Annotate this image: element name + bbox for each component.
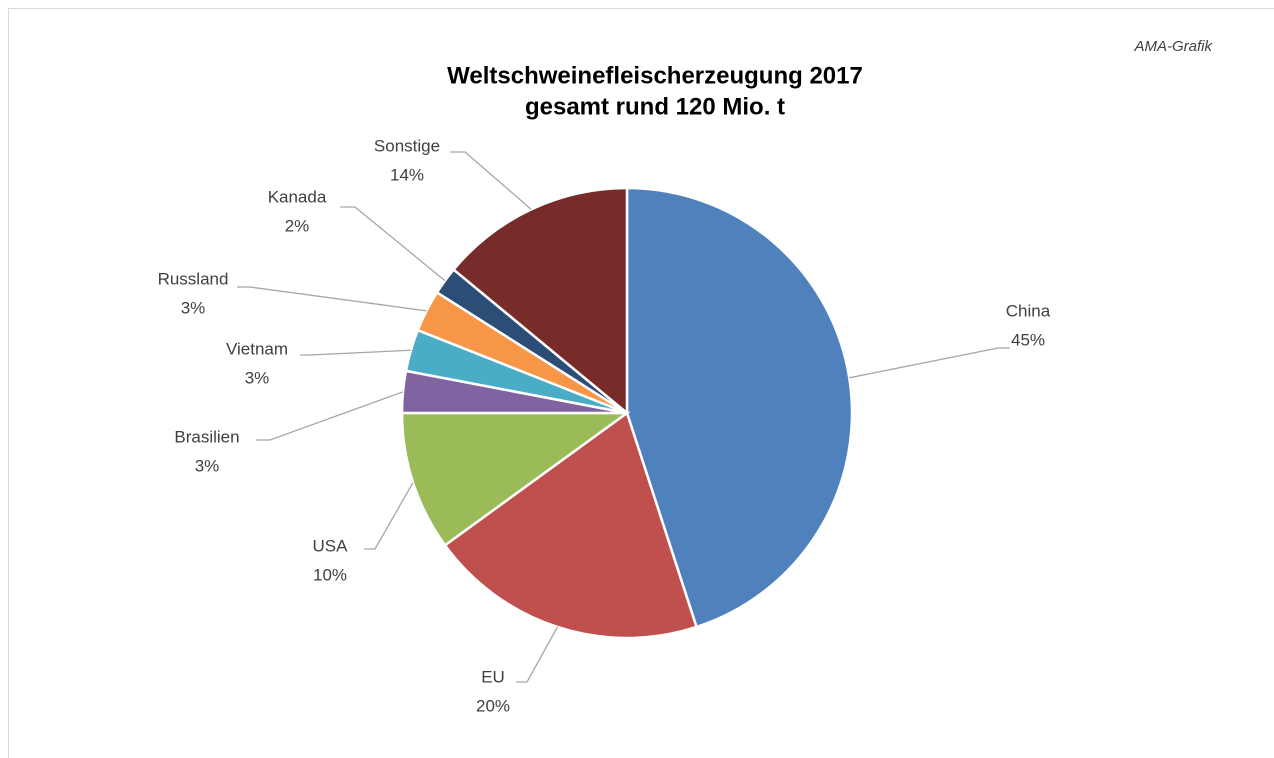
annotation: AMA-Grafik (1133, 38, 1213, 55)
leader-line (516, 626, 559, 683)
chart-frame (8, 8, 1274, 758)
leader-line (237, 286, 427, 312)
chart-subtitle: gesamt rund 120 Mio. t (525, 93, 785, 120)
leader-line (364, 482, 414, 550)
chart-title: Weltschweinefleischerzeugung 2017 (447, 62, 863, 89)
slice-label: EU (481, 667, 505, 686)
leader-line (450, 151, 532, 210)
slice-label: Vietnam (226, 339, 288, 358)
pie-slice (451, 186, 629, 416)
leader-line (849, 347, 1010, 379)
pie-slice (625, 186, 854, 629)
slice-label: Sonstige (374, 136, 440, 155)
slice-value: 14% (390, 165, 424, 184)
leader-line (340, 206, 446, 282)
slice-value: 3% (181, 298, 206, 317)
leader-line (300, 349, 411, 356)
slice-value: 3% (195, 456, 220, 475)
pie-slice (443, 410, 699, 640)
leader-line (256, 391, 404, 441)
slice-label: USA (313, 536, 349, 555)
slice-label: Kanada (268, 187, 327, 206)
slice-value: 3% (245, 368, 270, 387)
slice-value: 10% (313, 565, 347, 584)
slice-label: Brasilien (174, 427, 239, 446)
slice-value: 20% (476, 696, 510, 715)
slice-label: Russland (158, 269, 229, 288)
slice-label: China (1006, 301, 1051, 320)
slice-value: 2% (285, 216, 310, 235)
slice-value: 45% (1011, 330, 1045, 349)
